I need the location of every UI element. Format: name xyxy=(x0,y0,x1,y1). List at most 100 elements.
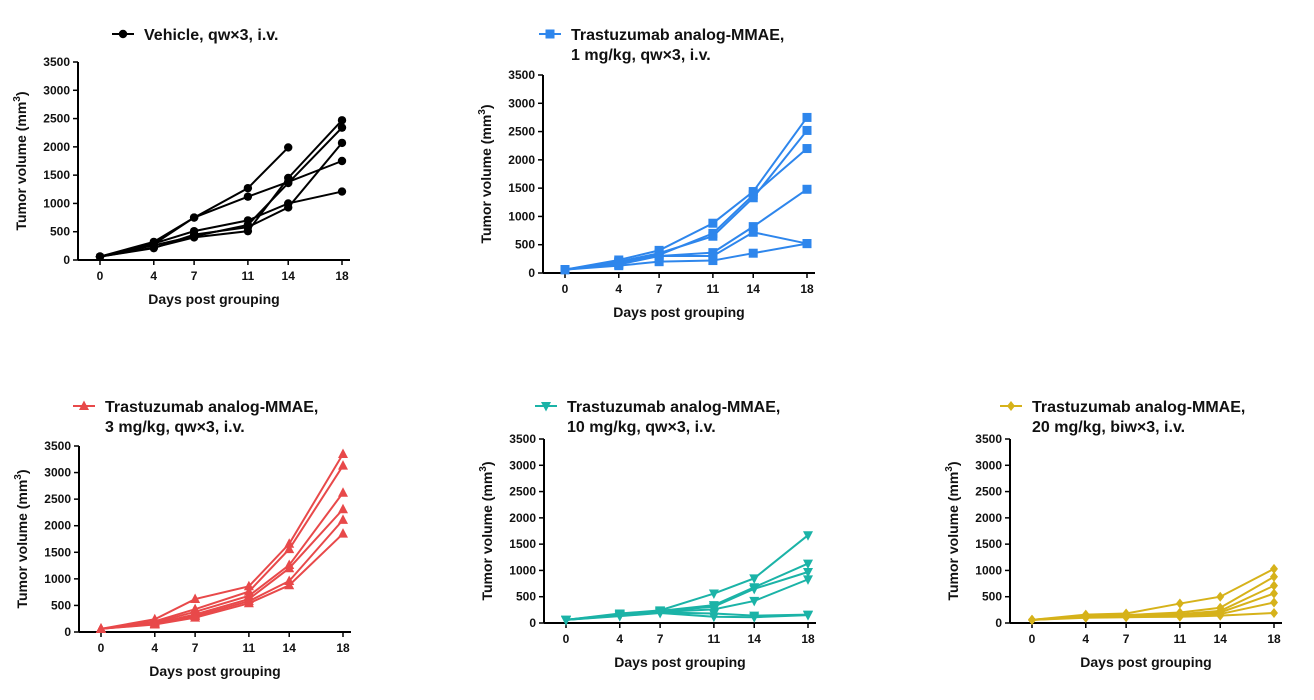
data-point xyxy=(802,125,812,135)
series-line xyxy=(1031,612,1275,621)
y-tick-label: 2500 xyxy=(43,112,70,126)
y-axis-title-end: ) xyxy=(13,91,29,96)
x-tick-label: 4 xyxy=(150,269,157,283)
y-axis-title-main: Tumor volume (mm xyxy=(14,480,30,609)
data-point xyxy=(284,543,295,554)
chart-panel-4: 0 500 1000 1500 2000 2500 3000 3500 0 4 7 11 14 18 Day… xyxy=(478,399,816,670)
y-axis-title-sup: 3 xyxy=(478,466,489,472)
data-point xyxy=(243,222,253,232)
x-tick-label: 11 xyxy=(707,282,720,296)
y-tick-label: 3000 xyxy=(508,96,535,110)
x-tick-label: 0 xyxy=(97,269,104,283)
y-tick-label: 1000 xyxy=(43,196,70,210)
series-1 xyxy=(95,143,293,261)
y-axis-title: Tumor volume (mm3) xyxy=(477,104,494,243)
data-point xyxy=(748,248,758,258)
data-point xyxy=(338,460,348,470)
series-5 xyxy=(96,514,348,633)
data-point xyxy=(803,559,813,570)
y-axis-title-end: ) xyxy=(945,461,961,466)
data-point xyxy=(1270,571,1278,582)
legend-marker xyxy=(79,400,89,410)
y-tick-label: 3500 xyxy=(508,68,535,82)
data-point xyxy=(337,138,347,148)
y-axis-title-main: Tumor volume (mm xyxy=(478,115,494,244)
data-point xyxy=(560,265,570,275)
series-line xyxy=(1031,575,1275,621)
data-point xyxy=(1028,614,1036,625)
y-tick-label: 1500 xyxy=(975,537,1002,551)
data-point xyxy=(654,257,664,267)
data-point xyxy=(654,251,664,261)
y-tick-label: 0 xyxy=(64,625,71,639)
data-point xyxy=(1270,580,1278,591)
data-point xyxy=(802,144,812,154)
data-point xyxy=(749,584,760,595)
data-point xyxy=(1081,612,1090,623)
y-axis-title-end: ) xyxy=(479,461,495,466)
data-point xyxy=(338,487,348,497)
data-point xyxy=(1270,563,1278,574)
data-point xyxy=(337,187,347,196)
series-line xyxy=(564,242,808,271)
chart-panel-1: 0 500 1000 1500 2000 2500 3000 3500 0 4 7 11 14 18 Day… xyxy=(12,27,350,307)
x-axis-title: Days post grouping xyxy=(613,304,744,320)
legend: Trastuzumab analog-MMAE, 3 mg/kg, qw×3, i… xyxy=(73,399,318,436)
y-tick-label: 0 xyxy=(63,253,70,267)
chart-panel-2: 0 500 1000 1500 2000 2500 3000 3500 0 4 7 11 14 18 Day… xyxy=(477,27,815,320)
x-tick-label: 11 xyxy=(708,632,721,646)
data-point xyxy=(1122,612,1131,623)
data-point xyxy=(803,568,813,578)
y-axis-title-end: ) xyxy=(478,104,494,109)
y-tick-label: 1000 xyxy=(975,563,1002,577)
data-point xyxy=(748,227,758,237)
legend-marker xyxy=(545,29,555,39)
data-point xyxy=(561,615,571,626)
series-6 xyxy=(561,609,813,626)
y-tick-label: 2000 xyxy=(43,140,70,154)
y-axis-title-main: Tumor volume (mm xyxy=(945,472,961,601)
series-line xyxy=(564,129,808,271)
series-1 xyxy=(96,448,348,633)
data-point xyxy=(708,612,719,623)
y-tick-label: 3000 xyxy=(509,458,536,472)
series-line xyxy=(100,453,344,630)
series-6 xyxy=(1028,608,1278,625)
data-point xyxy=(337,116,347,125)
x-tick-label: 18 xyxy=(801,632,815,646)
data-point xyxy=(337,123,347,132)
y-axis-title-main: Tumor volume (mm xyxy=(13,102,29,231)
series-line xyxy=(99,190,343,258)
data-point xyxy=(190,593,201,604)
y-tick-label: 0 xyxy=(529,616,536,630)
data-point xyxy=(190,612,201,622)
data-point xyxy=(749,613,760,623)
y-axis-title: Tumor volume (mm3) xyxy=(944,461,961,600)
data-point xyxy=(284,177,293,187)
x-tick-label: 7 xyxy=(192,641,199,655)
data-point xyxy=(1216,591,1225,602)
data-point xyxy=(802,239,812,249)
series-line xyxy=(564,116,808,271)
y-tick-label: 3500 xyxy=(509,432,536,446)
data-point xyxy=(749,596,760,607)
data-point xyxy=(708,228,718,238)
y-axis-title-sup: 3 xyxy=(12,96,23,102)
y-tick-label: 3000 xyxy=(975,458,1002,472)
data-point xyxy=(803,575,813,585)
x-tick-label: 4 xyxy=(615,282,622,296)
data-point xyxy=(749,574,760,584)
data-point xyxy=(338,528,348,538)
x-tick-label: 18 xyxy=(800,282,814,296)
data-point xyxy=(748,222,758,232)
x-tick-label: 0 xyxy=(98,641,105,655)
y-tick-label: 3500 xyxy=(43,55,70,69)
data-point xyxy=(284,203,293,212)
y-tick-label: 1500 xyxy=(508,181,535,195)
series-line xyxy=(99,119,343,258)
y-axis-title: Tumor volume (mm3) xyxy=(478,461,495,600)
x-tick-label: 7 xyxy=(1123,632,1130,646)
y-tick-label: 500 xyxy=(516,590,536,604)
y-tick-label: 2500 xyxy=(508,125,535,139)
y-tick-label: 2500 xyxy=(975,485,1002,499)
